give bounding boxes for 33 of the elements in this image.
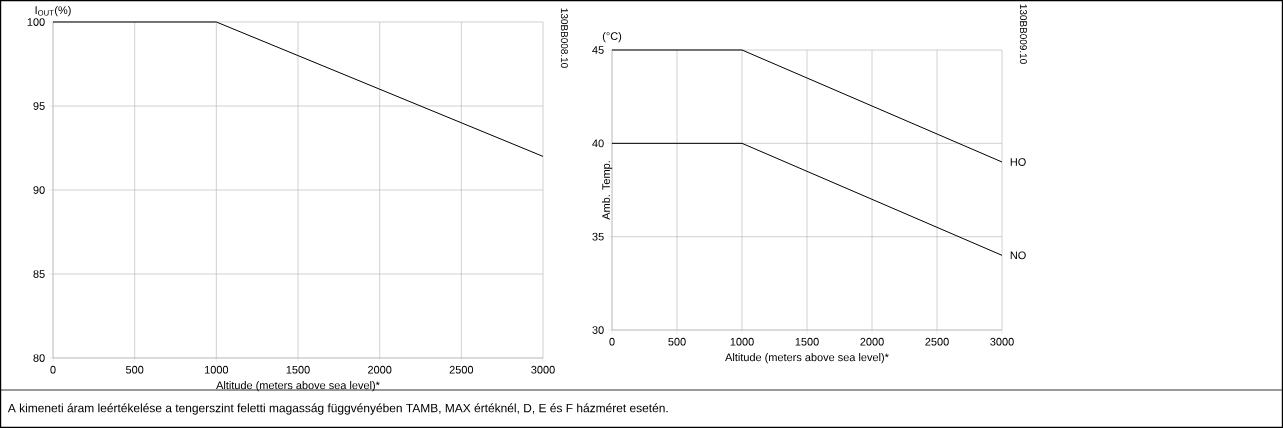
text: A kimeneti áram leértékelése a tengerszint feletti magasság függvényében TAMB, MAX értéknél, D, E és F házméret esetén. bbox=[7, 403, 668, 415]
y-tick-label: 45 bbox=[592, 46, 604, 54]
x-tick-label: 0 bbox=[50, 365, 56, 374]
x-tick-label: 500 bbox=[125, 365, 144, 374]
y-tick-label: 35 bbox=[592, 232, 604, 241]
y-tick-label: 90 bbox=[33, 186, 45, 194]
x-tick-label: 1500 bbox=[795, 337, 819, 346]
y-tick-label: 85 bbox=[33, 270, 45, 278]
x-tick-label: 1000 bbox=[204, 365, 229, 374]
text: 130BB008.10 bbox=[560, 8, 568, 68]
x-axis-title: Altitude (meters above sea level)* bbox=[725, 353, 889, 364]
x-tick-label: 3000 bbox=[990, 337, 1014, 346]
x-tick-label: 1500 bbox=[286, 365, 310, 374]
x-tick-label: 2500 bbox=[925, 337, 949, 346]
x-tick-label: 0 bbox=[609, 337, 615, 346]
x-tick-label: 2000 bbox=[860, 337, 884, 346]
text: (°C) bbox=[602, 31, 622, 43]
y-axis-title: I$_{OUT}$(%) bbox=[35, 5, 71, 17]
y-tick-label: 30 bbox=[592, 326, 604, 334]
x-tick-label: 1000 bbox=[730, 337, 754, 346]
series-label: HO bbox=[1010, 158, 1026, 166]
y-axis-title: Amb. Temp. bbox=[601, 161, 613, 220]
y-tick-label: 40 bbox=[592, 139, 604, 148]
y-tick-label: 80 bbox=[33, 354, 45, 362]
x-tick-label: 2000 bbox=[368, 365, 392, 374]
y-tick-label: 95 bbox=[33, 102, 45, 110]
x-tick-label: 3000 bbox=[531, 365, 555, 374]
x-tick-label: 500 bbox=[668, 337, 686, 346]
x-tick-label: 2500 bbox=[449, 365, 474, 374]
series-label: NO bbox=[1010, 251, 1026, 260]
text: 130BB009.10 bbox=[1019, 4, 1027, 64]
y-tick-label: 100 bbox=[27, 18, 45, 26]
x-axis-title: Altitude (meters above sea level)* bbox=[216, 381, 380, 392]
